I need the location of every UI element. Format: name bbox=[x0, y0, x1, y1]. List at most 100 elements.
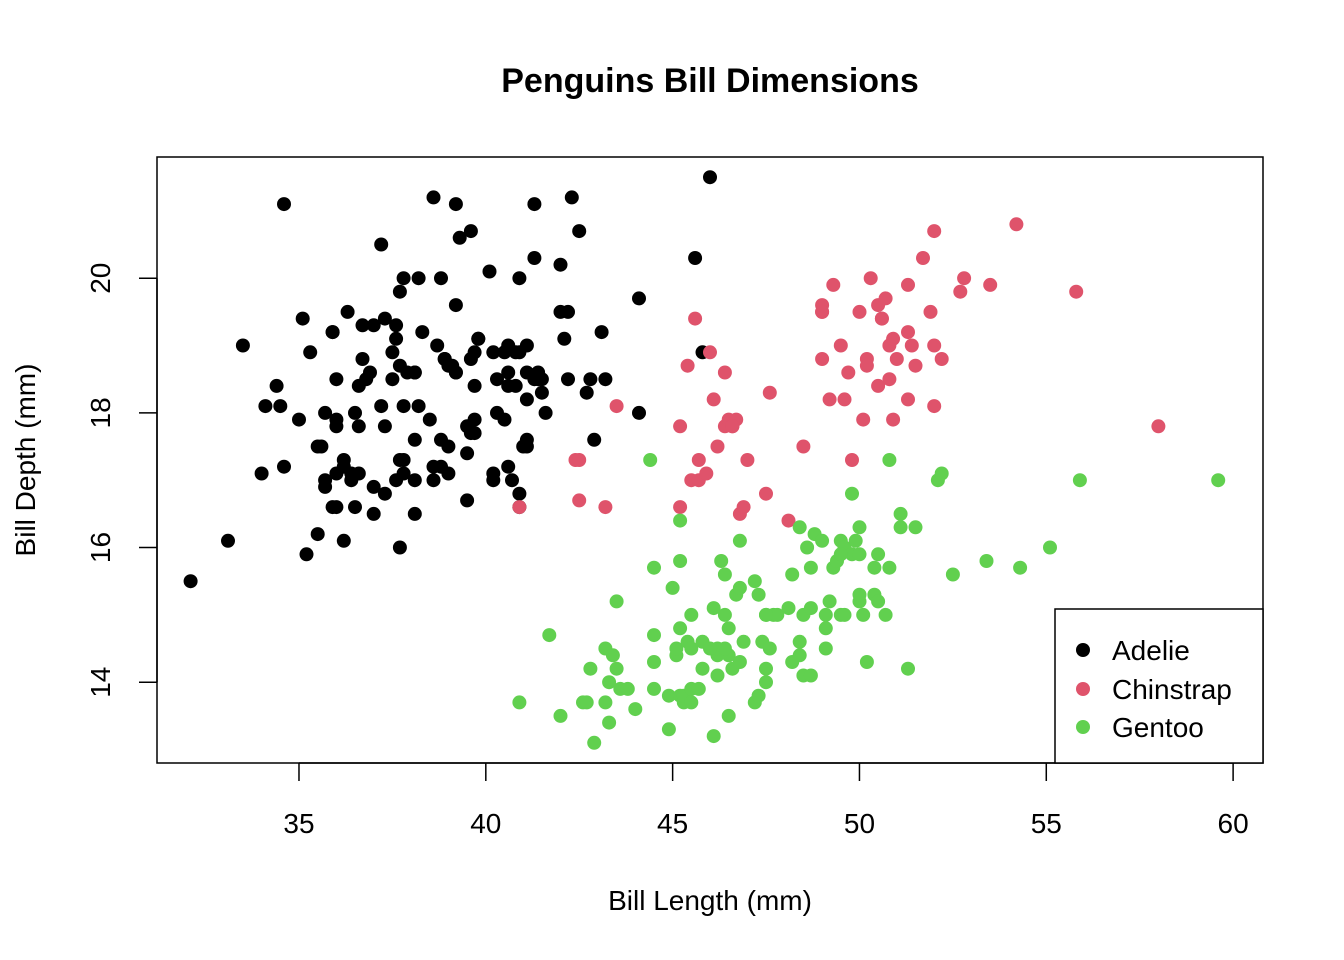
point-gentoo-30 bbox=[673, 513, 688, 528]
point-adelie-87 bbox=[467, 426, 482, 441]
point-gentoo-28 bbox=[673, 621, 688, 636]
legend: Adelie Chinstrap Gentoo bbox=[1054, 608, 1264, 764]
point-gentoo-19 bbox=[647, 655, 661, 669]
point-chinstrap-13 bbox=[699, 466, 714, 481]
point-adelie-50 bbox=[392, 540, 407, 555]
point-adelie-81 bbox=[452, 230, 467, 245]
point-adelie-52 bbox=[392, 284, 407, 299]
point-adelie-92 bbox=[467, 378, 482, 393]
point-adelie-113 bbox=[519, 439, 534, 454]
point-chinstrap-25 bbox=[759, 486, 773, 501]
point-adelie-11 bbox=[299, 547, 314, 562]
point-chinstrap-11 bbox=[691, 453, 706, 467]
point-adelie-32 bbox=[348, 405, 362, 420]
point-adelie-53 bbox=[396, 466, 411, 481]
point-adelie-62 bbox=[411, 399, 426, 414]
point-gentoo-0 bbox=[512, 695, 527, 710]
point-gentoo-121 bbox=[684, 641, 699, 656]
point-adelie-61 bbox=[407, 432, 422, 447]
point-chinstrap-37 bbox=[856, 412, 871, 427]
point-adelie-12 bbox=[303, 345, 318, 360]
point-adelie-18 bbox=[318, 405, 333, 420]
point-adelie-71 bbox=[434, 271, 448, 286]
point-adelie-131 bbox=[632, 291, 646, 306]
point-gentoo-11 bbox=[605, 648, 620, 663]
point-gentoo-50 bbox=[721, 621, 736, 636]
point-gentoo-83 bbox=[818, 607, 833, 622]
point-chinstrap-60 bbox=[934, 352, 949, 366]
point-adelie-83 bbox=[460, 493, 475, 508]
point-gentoo-95 bbox=[852, 587, 867, 602]
point-gentoo-70 bbox=[792, 648, 807, 663]
point-gentoo-84 bbox=[822, 594, 837, 609]
point-gentoo-122 bbox=[703, 641, 717, 656]
legend-label-adelie: Adelie bbox=[1112, 635, 1190, 666]
point-gentoo-96 bbox=[852, 547, 867, 562]
point-adelie-5 bbox=[269, 378, 284, 393]
point-chinstrap-46 bbox=[882, 372, 897, 387]
point-gentoo-120 bbox=[751, 587, 766, 602]
point-adelie-123 bbox=[561, 372, 575, 387]
point-gentoo-112 bbox=[934, 466, 949, 481]
point-adelie-40 bbox=[366, 506, 381, 521]
point-gentoo-97 bbox=[852, 520, 867, 535]
point-adelie-137 bbox=[512, 271, 527, 286]
legend-box bbox=[1054, 608, 1264, 764]
point-adelie-114 bbox=[527, 251, 542, 265]
point-adelie-107 bbox=[512, 486, 527, 501]
point-adelie-65 bbox=[422, 412, 437, 427]
point-gentoo-47 bbox=[717, 567, 732, 582]
point-adelie-42 bbox=[377, 486, 392, 501]
point-adelie-95 bbox=[486, 345, 501, 360]
point-gentoo-103 bbox=[871, 547, 886, 562]
point-gentoo-72 bbox=[792, 520, 807, 535]
point-adelie-149 bbox=[501, 378, 516, 393]
point-adelie-94 bbox=[486, 466, 501, 481]
point-adelie-138 bbox=[553, 257, 568, 272]
point-gentoo-76 bbox=[803, 668, 818, 683]
point-chinstrap-58 bbox=[927, 338, 942, 353]
point-chinstrap-24 bbox=[740, 453, 755, 467]
point-chinstrap-48 bbox=[886, 331, 901, 346]
point-adelie-129 bbox=[594, 325, 609, 340]
point-chinstrap-31 bbox=[822, 392, 837, 407]
point-chinstrap-59 bbox=[927, 224, 942, 239]
legend-label-chinstrap: Chinstrap bbox=[1112, 674, 1232, 705]
point-adelie-27 bbox=[336, 453, 351, 467]
point-adelie-147 bbox=[329, 500, 344, 515]
point-adelie-31 bbox=[348, 500, 362, 515]
point-adelie-135 bbox=[703, 170, 717, 185]
point-gentoo-89 bbox=[837, 607, 852, 622]
point-gentoo-16 bbox=[628, 702, 643, 717]
point-gentoo-6 bbox=[587, 735, 602, 750]
point-chinstrap-56 bbox=[923, 304, 938, 319]
point-adelie-140 bbox=[366, 318, 381, 333]
point-adelie-128 bbox=[587, 432, 602, 447]
point-gentoo-20 bbox=[647, 628, 661, 643]
point-adelie-141 bbox=[351, 466, 366, 481]
point-adelie-143 bbox=[437, 352, 452, 366]
point-adelie-63 bbox=[411, 271, 426, 286]
point-gentoo-61 bbox=[759, 675, 773, 690]
y-axis: 14 16 18 20 bbox=[85, 263, 158, 698]
y-tick-label-16: 16 bbox=[85, 532, 116, 563]
point-adelie-35 bbox=[355, 352, 370, 366]
point-adelie-36 bbox=[355, 318, 370, 333]
point-adelie-80 bbox=[448, 197, 463, 212]
point-gentoo-59 bbox=[751, 688, 766, 703]
point-adelie-79 bbox=[448, 298, 463, 313]
point-gentoo-58 bbox=[747, 574, 762, 589]
point-adelie-58 bbox=[407, 473, 422, 488]
point-gentoo-78 bbox=[803, 560, 818, 575]
point-adelie-144 bbox=[527, 372, 542, 387]
point-adelie-101 bbox=[501, 365, 516, 380]
point-adelie-44 bbox=[377, 311, 392, 326]
point-adelie-74 bbox=[441, 466, 456, 481]
point-chinstrap-35 bbox=[841, 365, 856, 380]
x-tick-label-35: 35 bbox=[283, 808, 314, 839]
point-gentoo-102 bbox=[871, 594, 886, 609]
point-gentoo-115 bbox=[1013, 560, 1028, 575]
y-tick-label-18: 18 bbox=[85, 397, 116, 428]
point-chinstrap-62 bbox=[957, 271, 972, 286]
